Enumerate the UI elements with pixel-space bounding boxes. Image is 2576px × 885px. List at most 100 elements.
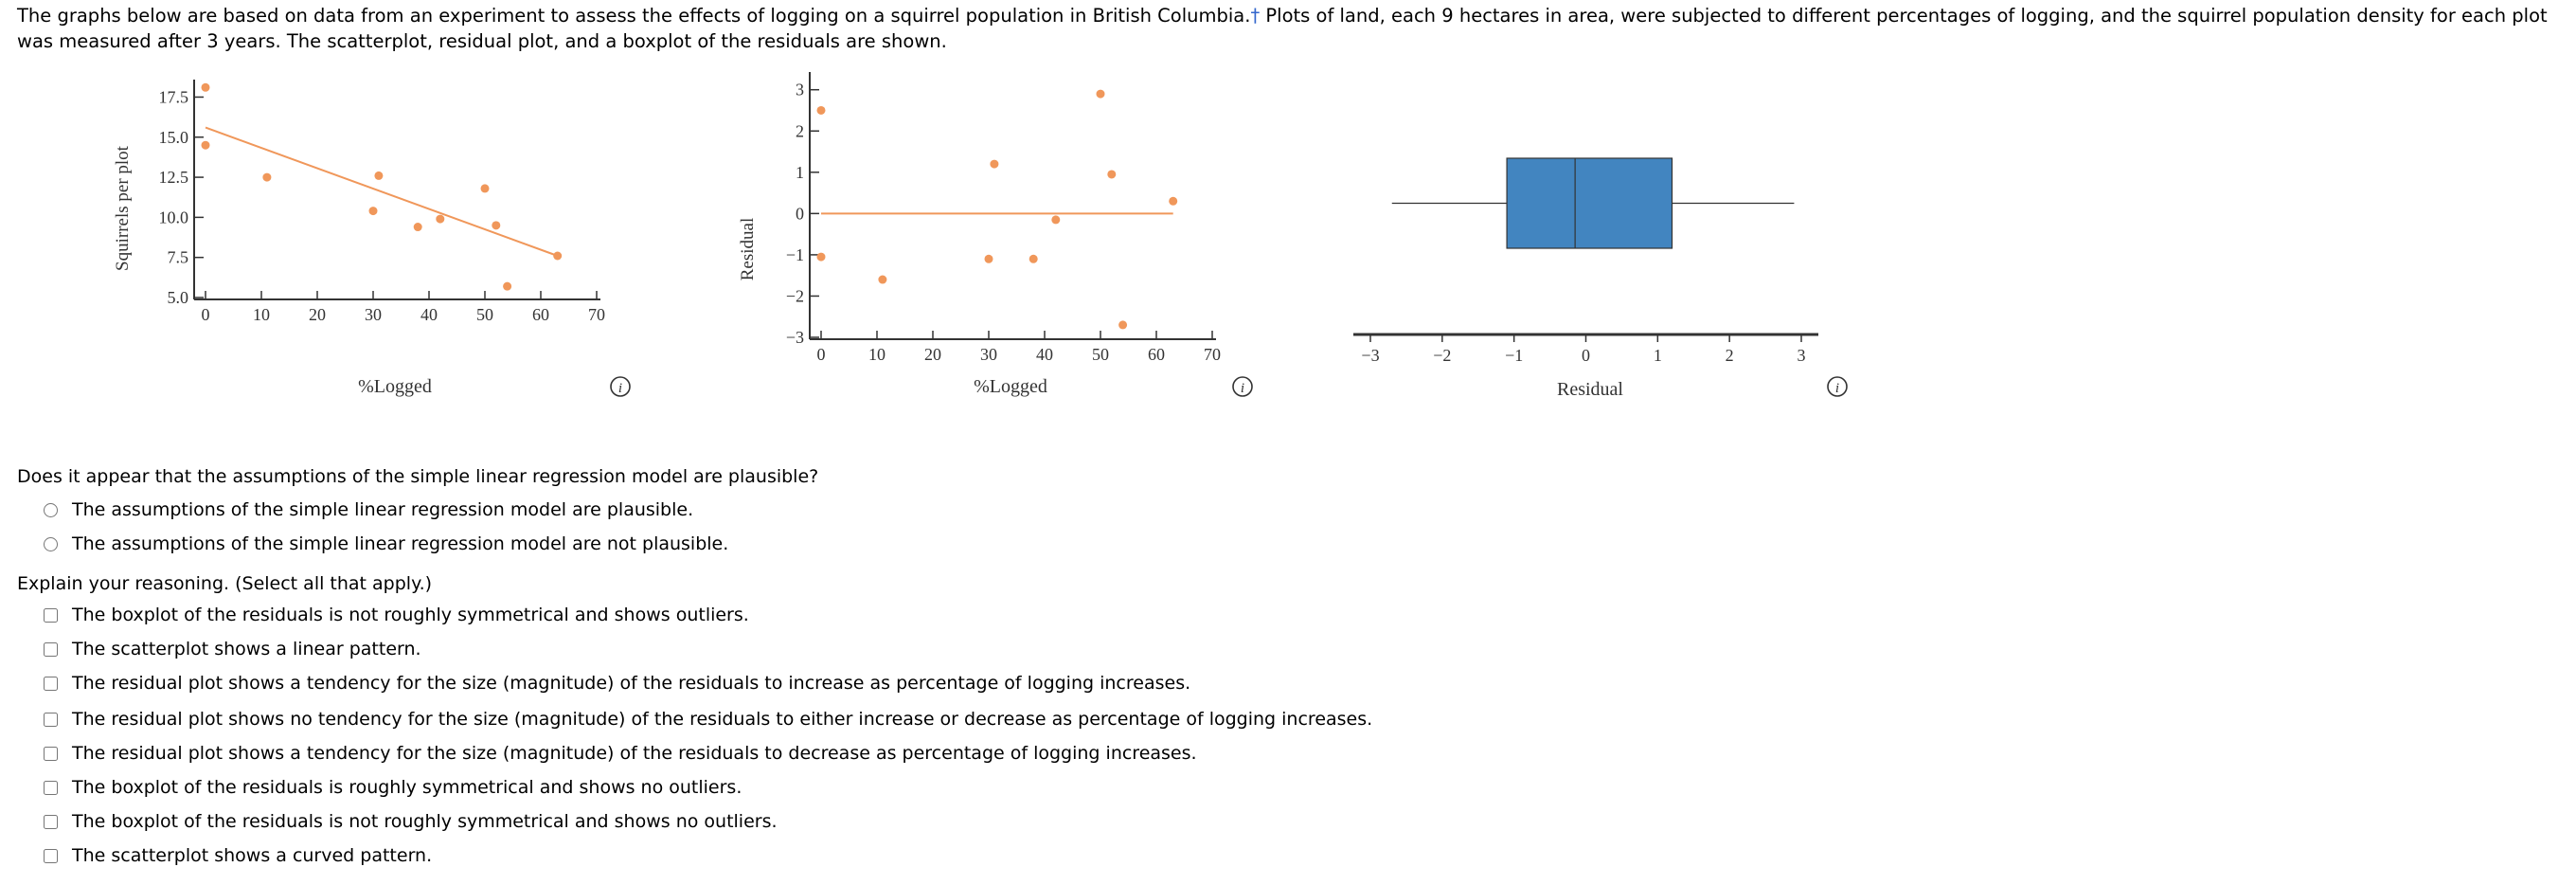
data-point [816, 105, 826, 115]
question2-prompt: Explain your reasoning. (Select all that… [17, 573, 433, 594]
radio-button[interactable] [44, 536, 58, 551]
data-point [201, 82, 210, 92]
y-tick-label: 2 [796, 121, 804, 140]
checkbox-option[interactable]: The boxplot of the residuals is not roug… [44, 604, 749, 626]
checkbox[interactable] [44, 607, 58, 623]
x-tick-label: 2 [1726, 346, 1734, 365]
radio-option-label[interactable]: The assumptions of the simple linear reg… [72, 533, 729, 554]
scatterplot-chart: Squirrels per plot %Logged i 0 10 20 30 40 50… [113, 80, 631, 397]
x-tick-label: 60 [532, 305, 549, 324]
data-point [413, 223, 422, 232]
x-tick-label: 10 [868, 345, 886, 364]
checkbox-option-label[interactable]: The residual plot shows no tendency for … [72, 709, 1373, 730]
checkbox[interactable] [44, 746, 58, 761]
x-tick-label: 0 [202, 305, 210, 324]
radio-option-plausible[interactable]: The assumptions of the simple linear reg… [44, 498, 693, 521]
y-tick-label: 10.0 [159, 208, 189, 226]
checkbox-option[interactable]: The residual plot shows a tendency for t… [44, 742, 1197, 765]
y-tick-label: 7.5 [168, 248, 189, 267]
info-icon[interactable]: i [610, 376, 631, 397]
checkbox-option[interactable]: The scatterplot shows a curved pattern. [44, 844, 432, 867]
x-tick-label: 40 [1036, 345, 1053, 364]
question1-prompt: Does it appear that the assumptions of t… [17, 466, 819, 487]
y-axis-label: Residual [738, 218, 758, 281]
x-tick-label: 70 [588, 305, 605, 324]
x-tick-label: −1 [1505, 346, 1523, 365]
x-tick-label: 30 [980, 345, 997, 364]
checkbox-option[interactable]: The residual plot shows no tendency for … [44, 708, 1372, 731]
info-icon[interactable]: i [1827, 376, 1848, 397]
x-tick-label: 3 [1798, 346, 1806, 365]
x-tick-label: 0 [1582, 346, 1590, 365]
checkbox[interactable] [44, 712, 58, 727]
svg-text:i: i [1835, 381, 1839, 396]
x-tick-label: 40 [420, 305, 438, 324]
y-tick-label: 3 [796, 81, 804, 99]
x-tick-label: 0 [817, 345, 826, 364]
checkbox-option[interactable]: The residual plot shows a tendency for t… [44, 672, 1190, 695]
regression-line [205, 126, 559, 257]
data-point [1118, 320, 1128, 330]
x-tick-label: 10 [253, 305, 270, 324]
intro-text-after: Plots of land, each 9 hectares in area, … [17, 5, 2548, 52]
data-point [816, 252, 826, 262]
checkbox-option-label[interactable]: The boxplot of the residuals is roughly … [72, 777, 742, 798]
x-tick-label: −2 [1433, 346, 1451, 365]
data-point [990, 159, 999, 169]
y-tick-label: 12.5 [159, 168, 189, 187]
radio-button[interactable] [44, 502, 58, 517]
y-tick-label: −3 [786, 328, 804, 347]
data-point [553, 251, 563, 261]
checkbox-option-label[interactable]: The boxplot of the residuals is not roug… [72, 811, 778, 832]
y-tick-label: −1 [786, 245, 804, 264]
checkbox-option[interactable]: The boxplot of the residuals is not roug… [44, 810, 778, 833]
svg-text:i: i [618, 381, 622, 396]
data-point [503, 281, 512, 291]
checkbox-option[interactable]: The boxplot of the residuals is roughly … [44, 776, 742, 799]
data-point [1029, 254, 1038, 263]
x-axis-label: Residual [1557, 379, 1623, 400]
checkbox[interactable] [44, 814, 58, 829]
checkbox-option-label[interactable]: The scatterplot shows a linear pattern. [72, 639, 421, 659]
data-point [262, 172, 272, 182]
y-tick-label: 0 [796, 204, 804, 223]
y-tick-label: 17.5 [159, 87, 189, 106]
data-point [492, 221, 501, 230]
radio-option-not-plausible[interactable]: The assumptions of the simple linear reg… [44, 533, 728, 555]
footnote-dagger-link[interactable]: † [1250, 5, 1261, 27]
data-point [368, 207, 378, 216]
x-tick-label: 30 [365, 305, 382, 324]
x-tick-label: 1 [1654, 346, 1662, 365]
data-point [984, 254, 993, 263]
intro-text-before: The graphs below are based on data from … [17, 5, 1251, 27]
data-point [1169, 196, 1178, 206]
y-tick-label: 15.0 [159, 128, 189, 147]
intro-text: The graphs below are based on data from … [17, 3, 2561, 54]
data-point [1107, 170, 1117, 179]
checkbox[interactable] [44, 848, 58, 863]
x-tick-label: 70 [1204, 345, 1221, 364]
x-tick-label: 60 [1148, 345, 1165, 364]
info-icon[interactable]: i [1232, 376, 1253, 397]
checkbox-option-label[interactable]: The boxplot of the residuals is not roug… [72, 605, 749, 625]
checkbox[interactable] [44, 676, 58, 691]
checkbox-option-label[interactable]: The scatterplot shows a curved pattern. [72, 845, 433, 866]
svg-text:i: i [1241, 381, 1244, 396]
checkbox-option[interactable]: The scatterplot shows a linear pattern. [44, 638, 421, 660]
radio-option-label[interactable]: The assumptions of the simple linear reg… [72, 499, 694, 520]
data-point [878, 275, 887, 284]
x-tick-label: 50 [476, 305, 493, 324]
checkbox-option-label[interactable]: The residual plot shows a tendency for t… [72, 743, 1197, 764]
x-tick-label: 50 [1092, 345, 1109, 364]
checkbox[interactable] [44, 780, 58, 795]
x-axis-label: %Logged [358, 376, 432, 397]
data-point [1051, 215, 1061, 225]
data-point [1096, 89, 1105, 99]
checkbox-option-label[interactable]: The residual plot shows a tendency for t… [72, 673, 1191, 694]
x-tick-label: 20 [309, 305, 326, 324]
data-point [436, 214, 445, 224]
data-point [201, 140, 210, 150]
x-axis-label: %Logged [974, 376, 1047, 397]
y-tick-label: 1 [796, 163, 804, 182]
checkbox[interactable] [44, 641, 58, 657]
